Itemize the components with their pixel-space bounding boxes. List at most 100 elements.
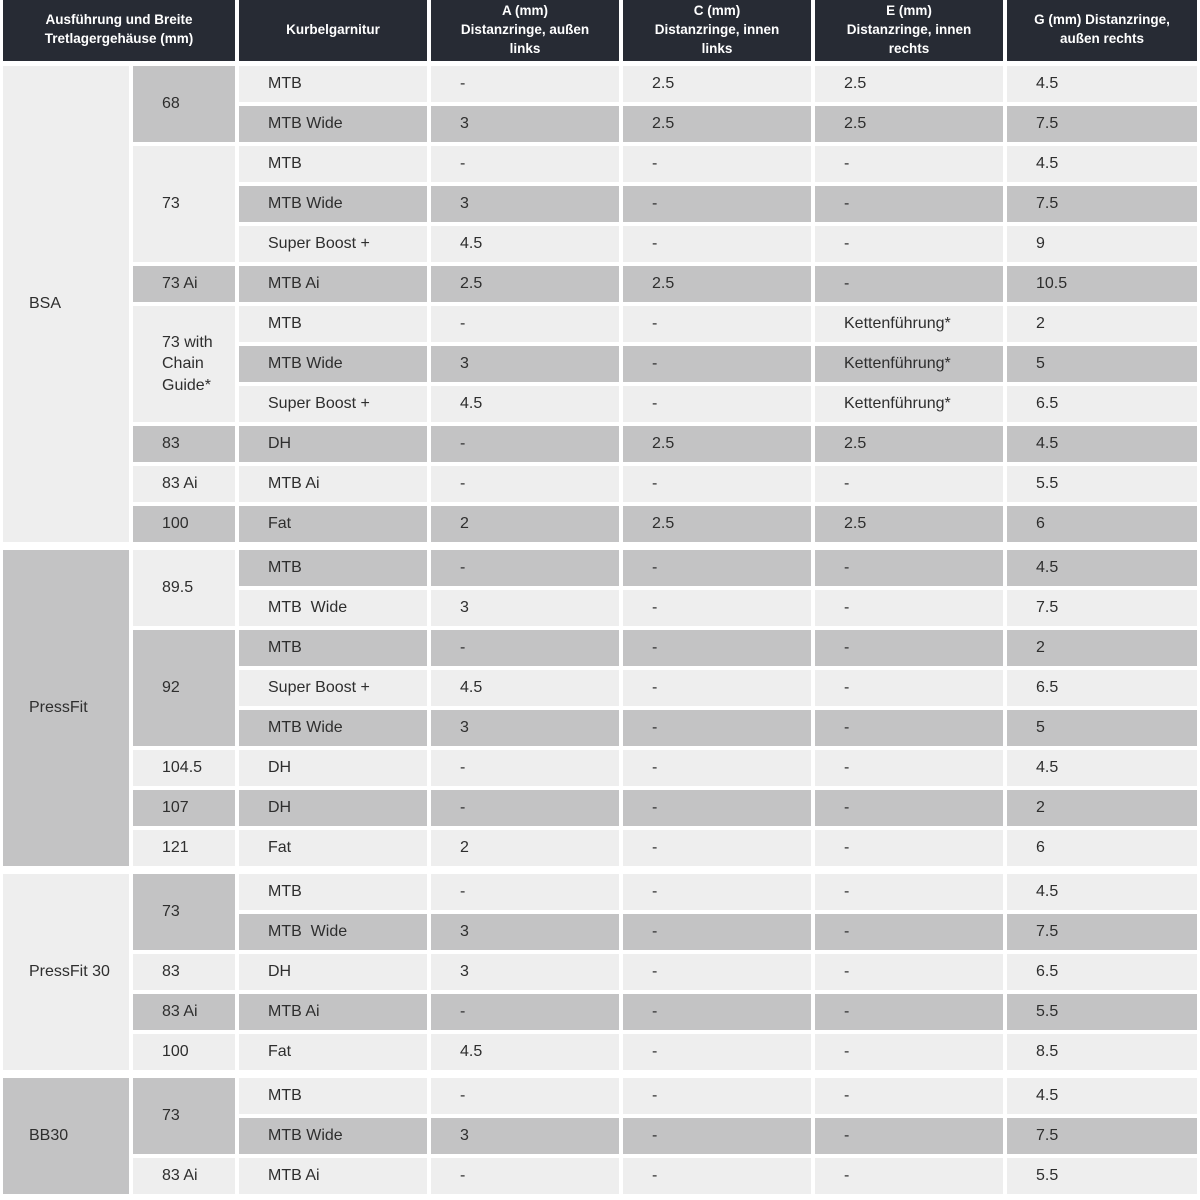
value-c-cell: - [623,670,811,706]
crank-cell: MTB Wide [239,590,427,626]
crank-cell: MTB Ai [239,266,427,302]
width-cell-83-ai: 83 Ai [133,1158,235,1194]
value-a-cell: 3 [431,590,619,626]
group-cell-bsa: BSA [3,66,129,542]
value-c-cell: - [623,1078,811,1114]
crank-cell: MTB Ai [239,466,427,502]
crank-cell: Super Boost + [239,670,427,706]
width-cell-107: 107 [133,790,235,826]
crank-cell: MTB Ai [239,994,427,1030]
value-g-cell: 8.5 [1007,1034,1197,1070]
crank-cell: MTB Ai [239,1158,427,1194]
value-g-cell: 6.5 [1007,386,1197,422]
value-g-cell: 4.5 [1007,1078,1197,1114]
value-g-cell: 7.5 [1007,106,1197,142]
value-c-cell: - [623,790,811,826]
width-cell-73-with-chain-guide: 73 with Chain Guide* [133,306,235,422]
value-c-cell: - [623,1118,811,1154]
value-a-cell: 3 [431,914,619,950]
value-a-cell: 4.5 [431,226,619,262]
value-a-cell: 2 [431,506,619,542]
value-a-cell: - [431,994,619,1030]
value-g-cell: 9 [1007,226,1197,262]
value-e-cell: - [815,226,1003,262]
width-cell-100: 100 [133,506,235,542]
crank-cell: MTB [239,630,427,666]
value-e-cell: - [815,710,1003,746]
value-g-cell: 4.5 [1007,146,1197,182]
header-a-distanzringe-aussen-links: A (mm) Distanzringe, außen links [431,0,619,61]
value-e-cell: - [815,1078,1003,1114]
value-e-cell: - [815,750,1003,786]
value-a-cell: - [431,550,619,586]
value-c-cell: - [623,830,811,866]
value-e-cell: - [815,146,1003,182]
value-g-cell: 7.5 [1007,914,1197,950]
value-g-cell: 6 [1007,830,1197,866]
header-c-distanzringe-innen-links: C (mm) Distanzringe, innen links [623,0,811,61]
group-cell-pressfit: PressFit [3,550,129,866]
value-e-cell: Kettenführung* [815,386,1003,422]
crank-cell: DH [239,750,427,786]
value-c-cell: - [623,550,811,586]
value-g-cell: 5.5 [1007,1158,1197,1194]
value-a-cell: - [431,750,619,786]
crank-cell: MTB Wide [239,914,427,950]
value-g-cell: 4.5 [1007,426,1197,462]
value-c-cell: - [623,386,811,422]
width-cell-73: 73 [133,146,235,262]
value-a-cell: - [431,426,619,462]
header-e-distanzringe-innen-rechts: E (mm) Distanzringe, innen rechts [815,0,1003,61]
width-cell-100: 100 [133,1034,235,1070]
value-e-cell: - [815,1034,1003,1070]
crank-cell: MTB [239,550,427,586]
crank-cell: Fat [239,1034,427,1070]
value-e-cell: - [815,1158,1003,1194]
value-g-cell: 6.5 [1007,670,1197,706]
width-cell-73: 73 [133,1078,235,1154]
value-g-cell: 7.5 [1007,1118,1197,1154]
value-a-cell: - [431,306,619,342]
value-a-cell: - [431,630,619,666]
value-a-cell: 3 [431,1118,619,1154]
value-e-cell: - [815,670,1003,706]
width-cell-92: 92 [133,630,235,746]
value-c-cell: - [623,306,811,342]
crank-cell: Super Boost + [239,386,427,422]
group-cell-pressfit-30: PressFit 30 [3,874,129,1070]
value-c-cell: - [623,1158,811,1194]
group-cell-bb30: BB30 [3,1078,129,1194]
value-c-cell: - [623,346,811,382]
value-c-cell: - [623,186,811,222]
section-bsa: BSA 68 MTB -2.5 2.5 4.5 MTB Wide 3 2.5 2.5 7.5 73 MT… [3,66,1197,542]
section-pressfit: PressFit 89.5 MTB - - -4.5 MTB Wide 3- -7.5 92 MTB… [3,550,1197,866]
value-g-cell: 7.5 [1007,186,1197,222]
value-c-cell: 2.5 [623,266,811,302]
value-a-cell: - [431,146,619,182]
value-g-cell: 4.5 [1007,550,1197,586]
crank-cell: MTB [239,146,427,182]
value-e-cell: - [815,1118,1003,1154]
value-g-cell: 2 [1007,790,1197,826]
header-kurbelgarnitur: Kurbelgarnitur [239,0,427,61]
value-g-cell: 4.5 [1007,66,1197,102]
value-a-cell: 3 [431,106,619,142]
value-c-cell: 2.5 [623,506,811,542]
value-g-cell: 4.5 [1007,874,1197,910]
value-e-cell: - [815,590,1003,626]
value-e-cell: - [815,630,1003,666]
value-e-cell: - [815,466,1003,502]
value-e-cell: - [815,186,1003,222]
value-e-cell: - [815,954,1003,990]
value-c-cell: - [623,146,811,182]
value-e-cell: - [815,790,1003,826]
value-g-cell: 10.5 [1007,266,1197,302]
value-a-cell: 3 [431,186,619,222]
value-e-cell: - [815,994,1003,1030]
value-c-cell: 2.5 [623,66,811,102]
value-a-cell: 4.5 [431,670,619,706]
value-a-cell: 3 [431,954,619,990]
crank-cell: DH [239,790,427,826]
crank-cell: MTB [239,1078,427,1114]
value-c-cell: - [623,590,811,626]
